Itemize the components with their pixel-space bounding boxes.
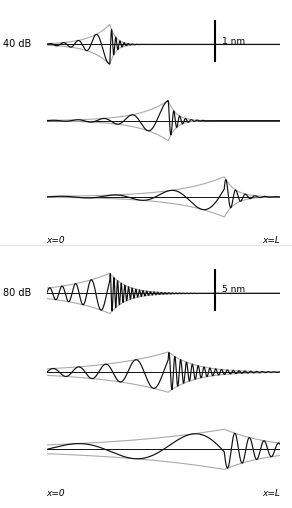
Text: 80 dB: 80 dB [3, 289, 31, 298]
Text: 40 dB: 40 dB [3, 40, 31, 49]
Text: x=0: x=0 [47, 489, 65, 498]
Text: 1 nm: 1 nm [222, 37, 245, 46]
Text: 5 nm: 5 nm [222, 285, 245, 295]
Text: x=L: x=L [263, 489, 280, 498]
Text: x=0: x=0 [47, 236, 65, 245]
Text: x=L: x=L [263, 236, 280, 245]
